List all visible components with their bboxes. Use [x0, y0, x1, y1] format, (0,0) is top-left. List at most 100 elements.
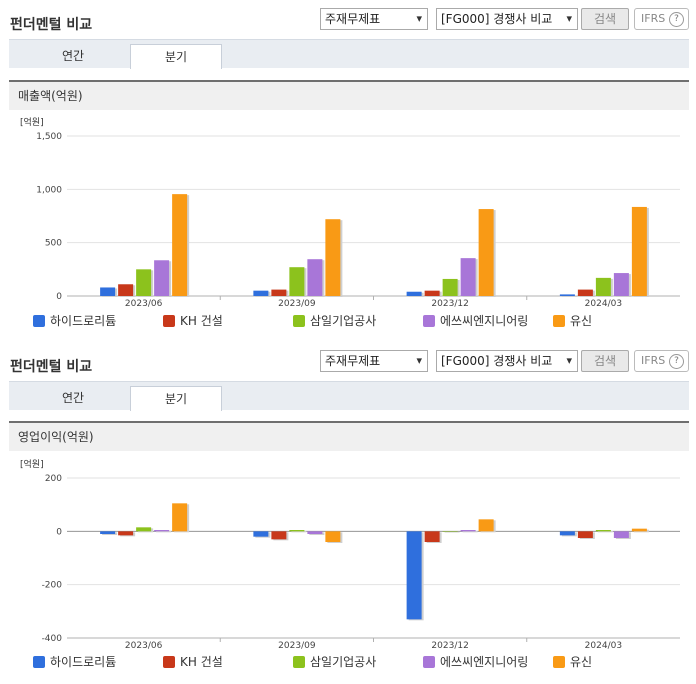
bar[interactable]: [406, 531, 422, 620]
bar[interactable]: [253, 290, 269, 296]
bar[interactable]: [460, 530, 476, 532]
operating-profit-legend: 하이드로리튬 KH 건설 삼일기업공사 에쓰씨엔지니어링 유신: [0, 654, 696, 670]
bar[interactable]: [271, 289, 287, 296]
bar[interactable]: [172, 194, 188, 296]
search-button[interactable]: 검색: [581, 350, 629, 372]
bar[interactable]: [325, 531, 341, 542]
bar[interactable]: [424, 290, 440, 296]
legend-label: 하이드로리튬: [50, 655, 117, 669]
tab-annual[interactable]: 연간: [61, 49, 85, 63]
sales-chart: [억원] 1,500 1,000 500 0 2023/06 2023/09 2023/12 2…: [20, 116, 680, 309]
legend-label: 하이드로리튬: [50, 314, 117, 328]
legend-swatch: [293, 656, 305, 668]
bar-shadow: [462, 531, 478, 533]
tab-annual[interactable]: 연간: [61, 391, 85, 405]
y-unit-label: [억원]: [20, 116, 44, 128]
bar[interactable]: [559, 531, 575, 536]
bar[interactable]: [460, 258, 476, 296]
statement-select-value: 주재무제표: [325, 12, 381, 26]
x-tick-label: 2023/09: [278, 299, 316, 309]
legend-label: 에쓰씨엔지니어링: [440, 655, 529, 669]
legend-label: 에쓰씨엔지니어링: [440, 314, 529, 328]
bar[interactable]: [289, 530, 305, 532]
tab-quarterly[interactable]: 분기: [130, 386, 222, 411]
help-icon[interactable]: ?: [669, 12, 684, 27]
bar[interactable]: [307, 259, 323, 296]
y-unit-label: [억원]: [20, 458, 44, 470]
bar[interactable]: [406, 291, 422, 296]
bar[interactable]: [424, 531, 440, 542]
bar[interactable]: [559, 294, 575, 296]
bar-shadow: [444, 532, 460, 533]
x-tick-label: 2024/03: [585, 299, 622, 309]
legend-swatch: [553, 315, 565, 327]
legend-swatch: [33, 315, 45, 327]
bar[interactable]: [118, 284, 134, 296]
bar[interactable]: [595, 277, 611, 296]
legend-swatch: [163, 315, 175, 327]
bar[interactable]: [577, 289, 593, 296]
legend-label: KH 건설: [180, 314, 223, 328]
y-tick-label: -200: [42, 581, 63, 591]
bar[interactable]: [307, 531, 323, 534]
compare-select-value: [FG000] 경쟁사 비교: [441, 12, 553, 26]
ifrs-label: IFRS: [641, 354, 666, 367]
legend-swatch: [33, 656, 45, 668]
compare-select[interactable]: [FG000] 경쟁사 비교 ▾: [436, 350, 578, 372]
bar[interactable]: [118, 531, 134, 536]
y-tick-label: 200: [45, 474, 62, 484]
statement-select[interactable]: 주재무제표 ▾: [320, 8, 428, 30]
bar[interactable]: [613, 273, 629, 296]
section-title: 펀더멘털 비교: [10, 359, 93, 375]
bar[interactable]: [172, 503, 188, 532]
bar[interactable]: [631, 528, 647, 532]
section-title: 펀더멘털 비교: [10, 17, 93, 33]
x-tick-label: 2023/12: [431, 641, 468, 651]
bar[interactable]: [154, 260, 170, 296]
legend-swatch: [423, 315, 435, 327]
y-tick-label: 1,500: [36, 132, 62, 142]
bar[interactable]: [136, 269, 152, 296]
legend-label: 유신: [570, 314, 593, 328]
search-button[interactable]: 검색: [581, 8, 629, 30]
bar-shadow: [291, 531, 307, 533]
legend-label: 유신: [570, 655, 593, 669]
bar[interactable]: [577, 531, 593, 538]
legend-swatch: [293, 315, 305, 327]
ifrs-button[interactable]: IFRS ?: [634, 350, 689, 372]
y-tick-label: 0: [56, 527, 62, 537]
y-tick-label: -400: [42, 634, 63, 644]
chart-title-sales: 매출액(억원): [9, 80, 689, 110]
bar[interactable]: [613, 531, 629, 538]
bar[interactable]: [325, 219, 341, 296]
bar[interactable]: [253, 531, 269, 537]
statement-select[interactable]: 주재무제표 ▾: [320, 350, 428, 372]
x-tick-label: 2023/09: [278, 641, 316, 651]
chevron-down-icon: ▾: [416, 354, 422, 367]
sales-legend: 하이드로리튬 KH 건설 삼일기업공사 에쓰씨엔지니어링 유신: [0, 313, 696, 329]
compare-select-value: [FG000] 경쟁사 비교: [441, 354, 553, 368]
x-tick-label: 2023/12: [431, 299, 468, 309]
bar[interactable]: [100, 287, 116, 296]
bar[interactable]: [631, 206, 647, 296]
bar[interactable]: [289, 267, 305, 296]
bar[interactable]: [100, 531, 116, 534]
bar[interactable]: [595, 530, 611, 532]
bar[interactable]: [271, 531, 287, 540]
ifrs-button[interactable]: IFRS ?: [634, 8, 689, 30]
chart-title-operating-profit: 영업이익(억원): [9, 421, 689, 451]
help-icon[interactable]: ?: [669, 354, 684, 369]
legend-label: 삼일기업공사: [310, 655, 377, 669]
bar[interactable]: [478, 209, 494, 296]
tab-quarterly[interactable]: 분기: [130, 44, 222, 69]
legend-swatch: [423, 656, 435, 668]
bar[interactable]: [478, 519, 494, 532]
compare-select[interactable]: [FG000] 경쟁사 비교 ▾: [436, 8, 578, 30]
bar[interactable]: [442, 278, 458, 296]
bar[interactable]: [442, 531, 458, 532]
bar[interactable]: [136, 527, 152, 532]
bar[interactable]: [154, 530, 170, 532]
bar-shadow: [597, 531, 613, 533]
chevron-down-icon: ▾: [566, 354, 572, 367]
chevron-down-icon: ▾: [566, 12, 572, 25]
